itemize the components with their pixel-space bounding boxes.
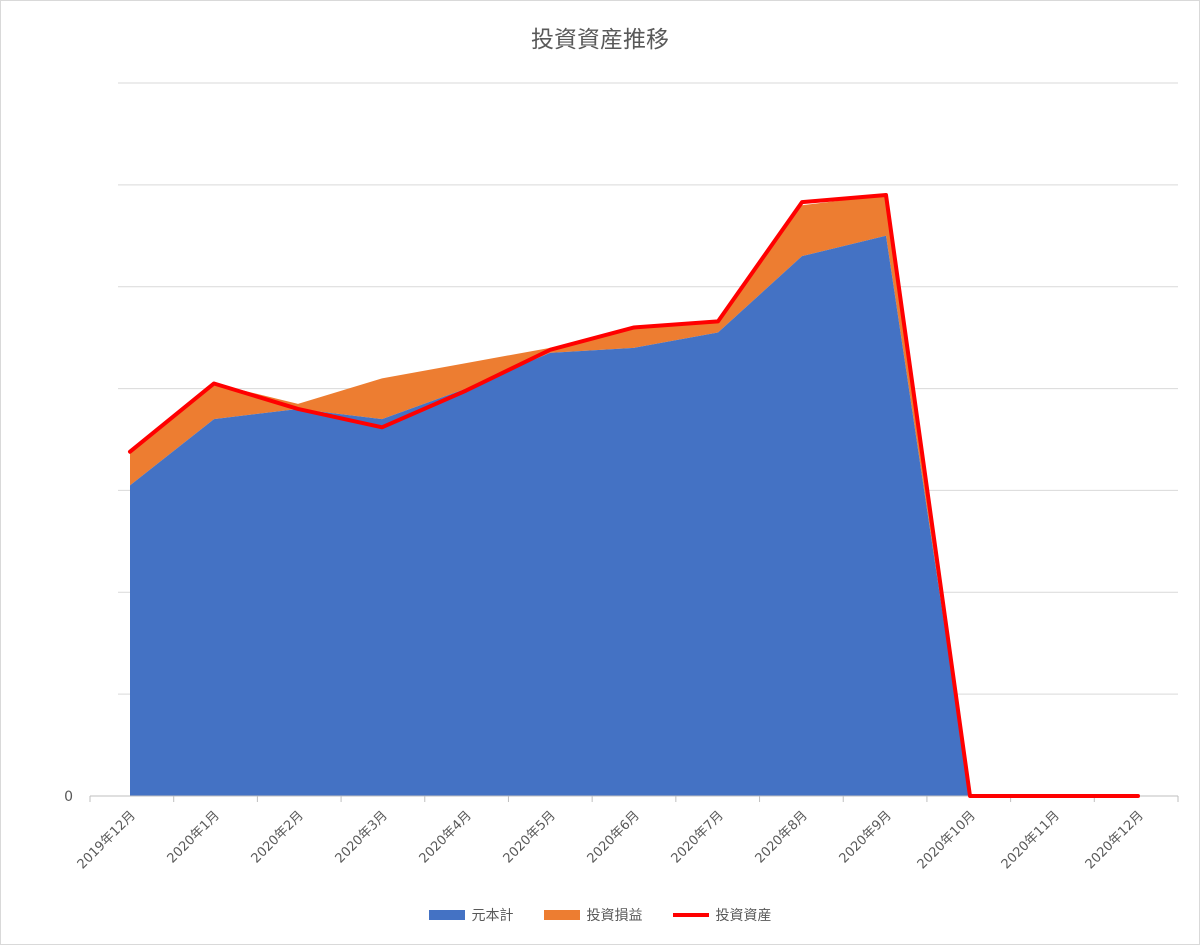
legend-label-profit: 投資損益 — [586, 908, 643, 924]
legend-label-assets: 投資資産 — [715, 908, 772, 924]
legend-item-profit: 投資損益 — [543, 905, 643, 925]
x-tick-label: 2020年4月 — [417, 808, 475, 866]
legend: 元本計 投資損益 投資資産 — [0, 905, 1200, 925]
y-tick-label: 0 — [64, 789, 73, 805]
series-area-principal — [130, 235, 1138, 797]
legend-label-principal: 元本計 — [471, 908, 514, 924]
x-tick-label: 2019年12月 — [75, 808, 139, 872]
legend-item-assets: 投資資産 — [672, 905, 772, 925]
x-tick-label: 2020年10月 — [915, 808, 979, 872]
x-tick-label: 2020年12月 — [1083, 808, 1147, 872]
series-line-assets — [128, 193, 1140, 798]
x-tick-label: 2020年2月 — [249, 808, 307, 866]
x-tick-label: 2020年8月 — [753, 808, 811, 866]
legend-item-principal: 元本計 — [428, 905, 514, 925]
legend-swatch-principal — [428, 910, 465, 920]
x-tick-label: 2020年1月 — [165, 808, 223, 866]
x-tick-label: 2020年5月 — [501, 808, 559, 866]
chart-title: 投資資産推移 — [531, 27, 669, 53]
x-tick-label: 2020年7月 — [669, 808, 727, 866]
legend-swatch-assets — [672, 913, 709, 917]
x-tick-label: 2020年9月 — [837, 808, 895, 866]
x-tick-label: 2020年6月 — [585, 808, 643, 866]
legend-swatch-profit — [543, 910, 580, 920]
x-tick-label: 2020年3月 — [333, 808, 391, 866]
x-tick-label: 2020年11月 — [999, 808, 1063, 872]
